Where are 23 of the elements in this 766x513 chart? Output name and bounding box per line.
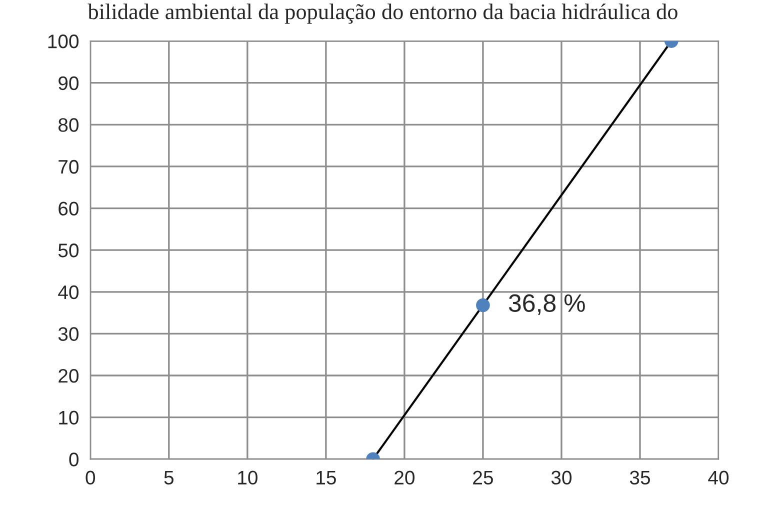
y-tick-label: 60	[58, 202, 79, 216]
x-tick-label: 15	[316, 470, 336, 485]
y-tick-label: 70	[58, 160, 79, 174]
x-tick-label: 10	[238, 470, 258, 485]
x-tick-label: 20	[394, 470, 415, 485]
y-tick-label: 80	[58, 118, 79, 132]
x-tick-label: 0	[86, 470, 96, 485]
y-tick-label: 100	[48, 34, 79, 48]
y-tick-label: 50	[58, 244, 79, 258]
x-tick-label: 5	[164, 470, 174, 485]
y-tick-label: 40	[58, 285, 79, 300]
point	[476, 298, 490, 312]
chart-title: bilidade ambiental da população do entorno da bacia hidráulica do	[88, 4, 678, 24]
y-tick-label: 10	[59, 410, 79, 425]
y-tick-label: 90	[58, 76, 79, 90]
y-tick-label: 20	[58, 368, 79, 383]
x-tick-label: 25	[473, 470, 493, 485]
x-tick-label: 30	[551, 470, 572, 485]
y-tick-label: 30	[58, 327, 79, 341]
x-tick-label: 40	[708, 470, 729, 485]
annotation: 36,8 %	[508, 294, 585, 315]
y-tick-label: 0	[69, 452, 79, 466]
x-tick-label: 35	[630, 470, 650, 485]
